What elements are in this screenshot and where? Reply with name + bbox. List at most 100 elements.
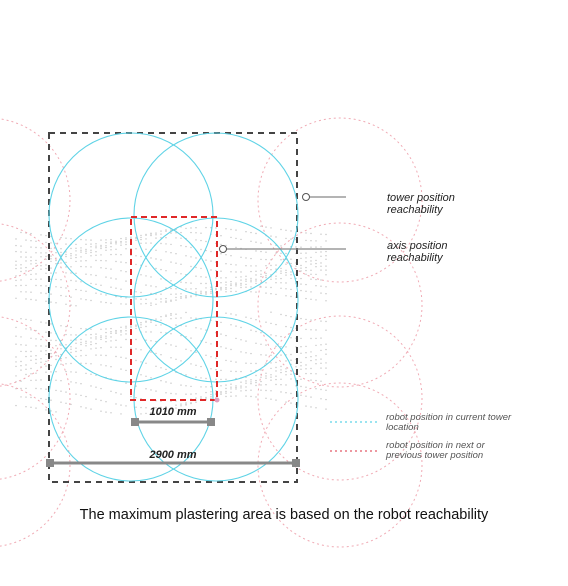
scan-dot [170,333,172,335]
scan-dot [225,390,227,393]
scan-dot [30,256,32,258]
scan-dot [230,388,232,390]
scan-dot [150,234,152,237]
scan-dot [165,297,167,300]
scan-dot [135,236,137,239]
scan-dot [95,251,97,253]
scan-dot [25,266,27,269]
scan-dot [210,356,212,358]
inner-dimension-label: 1010 mm [149,406,196,418]
scan-dot [275,264,277,266]
scan-dot [115,243,117,245]
scan-dot [145,331,147,333]
scan-dot [235,229,237,231]
scan-dot [85,248,87,251]
scan-dot [55,379,57,381]
scan-dot [105,260,107,262]
scan-dot [290,295,292,298]
scan-dot [75,243,77,246]
scan-dot [150,257,152,259]
scan-dot [130,395,132,398]
scan-dot [75,305,77,307]
current-reach-circles [48,132,299,482]
scan-dot [105,365,107,367]
scan-dot [310,359,312,362]
scan-dot [285,370,287,373]
scan-dot [40,388,42,390]
scan-dot [15,375,17,377]
scan-dot [320,255,322,257]
scan-dot [180,245,182,247]
scan-dot [195,275,197,277]
scan-dot [190,363,192,365]
scan-dot [155,286,157,288]
scan-dot [65,402,67,404]
scan-dot [205,226,207,229]
scan-dot [85,354,87,357]
scan-dot [45,241,47,244]
scan-dot [305,364,307,366]
scan-dot [60,262,62,264]
scan-dot [245,275,247,277]
scan-dot [240,282,242,285]
scan-dot [115,331,117,333]
scan-dot [220,286,222,289]
scan-dot [155,258,157,260]
scan-dot [280,270,282,272]
scan-dot [135,291,137,293]
scan-dot [110,253,112,256]
scan-dot [240,351,242,353]
scan-dot [265,389,267,392]
scan-dot [95,243,97,245]
scan-dot [300,264,302,267]
scan-dot [70,296,72,298]
scan-dot [55,286,57,288]
scan-dot [170,287,172,290]
scan-dot [220,243,222,246]
scan-dot [35,387,37,390]
scan-dot [45,234,47,237]
scan-dot [230,236,232,239]
scan-dot [135,325,137,327]
scan-dot [70,247,72,250]
scan-dot [285,401,287,403]
scan-dot [90,251,92,254]
scan-dot [110,277,112,279]
scan-dot [25,256,27,258]
scan-dot [50,260,52,263]
scan-dot [160,331,162,334]
scan-dot [110,241,112,243]
scan-dot [75,382,77,384]
scan-dot [250,231,252,234]
scan-dot [310,260,312,262]
scan-dot [100,338,102,341]
scan-dot [135,385,137,387]
scan-dot [140,361,142,363]
scan-dot [220,253,222,255]
tower-reachability-callout: tower position reachability [302,192,455,216]
scan-dot [150,331,152,333]
scan-dot [60,254,62,256]
scan-dot [305,345,307,348]
scan-dot [70,304,72,306]
scan-dot [90,341,92,343]
scan-dot [290,274,292,276]
scan-dot [105,341,107,343]
scan-dot [200,276,202,278]
scan-dot [150,351,152,353]
scan-dot [145,234,147,236]
scan-dot [245,395,247,397]
scan-dot [135,263,137,266]
scan-dot [205,329,207,331]
scan-dot [65,255,67,258]
scan-dot [315,262,317,265]
scan-dot [60,390,62,392]
scan-dot [85,290,87,292]
scan-dot [25,344,27,346]
scan-dot [255,319,257,321]
scan-dot [320,337,322,339]
scan-dot [80,394,82,397]
scan-dot [145,238,147,240]
scan-dot [195,239,197,241]
scan-dot [225,284,227,286]
